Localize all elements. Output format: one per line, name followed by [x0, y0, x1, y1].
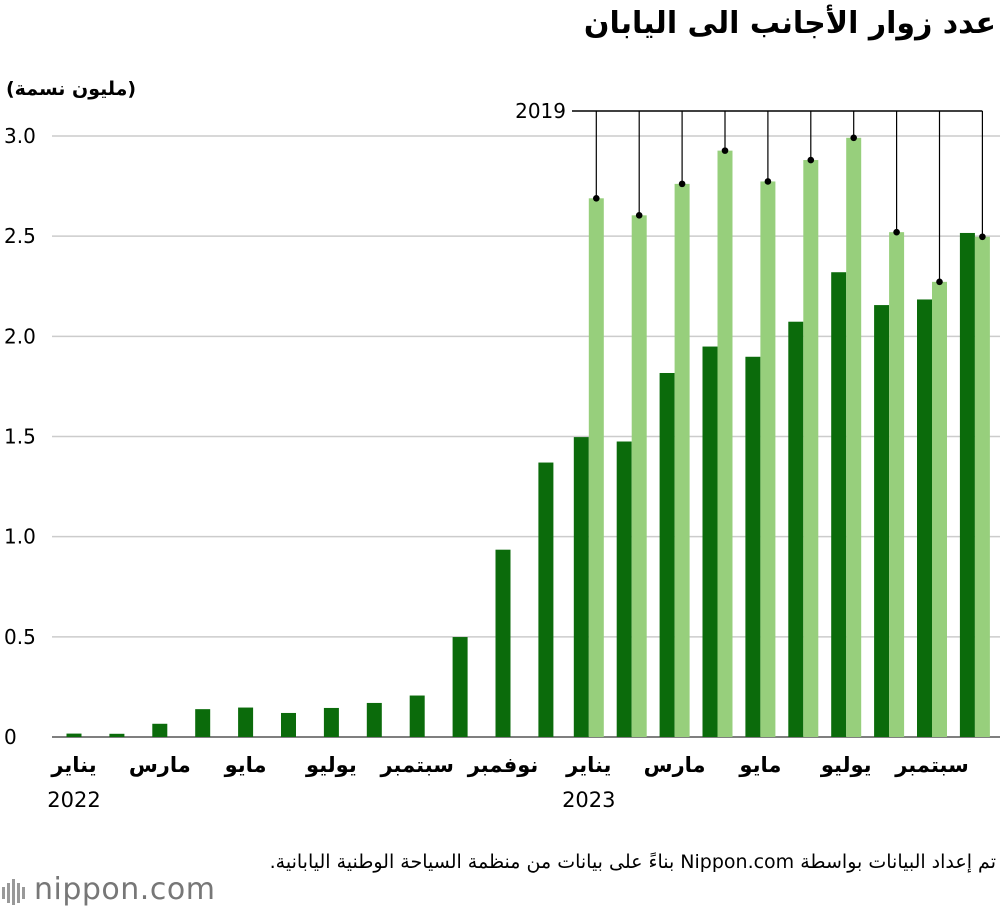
logo-text: nippon.com — [34, 872, 216, 907]
bar-2019 — [674, 183, 690, 738]
bar-2022-2023 — [152, 723, 168, 737]
bar-2022-2023 — [538, 462, 554, 737]
bracket-dot — [593, 195, 600, 202]
x-tick-label: مارس — [644, 753, 706, 777]
x-tick-label: يوليو — [305, 753, 357, 777]
bar-2019 — [588, 198, 604, 738]
bar-2022-2023 — [109, 733, 125, 737]
chart-title: عدد زوار الأجانب الى اليابان — [583, 6, 996, 41]
bar-2019 — [717, 150, 733, 737]
bars — [66, 137, 990, 738]
bar-2022-2023 — [959, 232, 975, 737]
y-axis-unit-label: (مليون نسمة) — [6, 78, 137, 100]
bracket-dot — [893, 228, 900, 236]
x-tick-label: يوليو — [820, 753, 872, 777]
x-year-label: 2023 — [562, 788, 615, 812]
bar-2019 — [803, 160, 819, 738]
bracket-dot — [807, 156, 815, 164]
y-tick-label: 1.5 — [4, 425, 36, 449]
x-tick-label: مايو — [224, 753, 267, 777]
bar-2019 — [889, 232, 905, 737]
logo-mark-icon — [2, 878, 25, 905]
bar-2022-2023 — [66, 733, 82, 737]
bar-2022-2023 — [874, 305, 890, 737]
bar-2022-2023 — [409, 695, 425, 737]
bar-2022-2023 — [195, 709, 211, 737]
bar-2019 — [846, 137, 862, 738]
y-tick-label: 3.0 — [4, 124, 36, 148]
axis-labels: 0 0.5 1.0 1.5 2.0 2.5 3.0 يناير 2022 مارس مايو يولي… — [4, 124, 969, 812]
y-tick-label: 0.5 — [4, 625, 36, 649]
bar-2022-2023 — [659, 372, 675, 737]
bar-2019 — [760, 181, 776, 738]
bar-2022-2023 — [616, 441, 632, 737]
bar-2019 — [932, 281, 947, 737]
x-tick-label: نوفمبر — [467, 753, 539, 777]
bar-2022-2023 — [702, 346, 718, 737]
bar-2022-2023 — [788, 321, 804, 737]
bracket-dot — [850, 134, 857, 142]
source-note: تم إعداد البيانات بواسطة Nippon.com بناء… — [269, 851, 996, 873]
bracket-dot — [721, 147, 729, 154]
reference-2019-bracket: 2019 — [515, 99, 986, 286]
bracket-dot — [678, 180, 686, 188]
x-tick-label: يناير — [565, 753, 611, 777]
x-tick-label: مارس — [129, 753, 191, 777]
x-tick-label: سبتمبر — [379, 753, 454, 777]
bar-2019 — [631, 215, 647, 737]
nippon-logo[interactable]: nippon.com — [0, 872, 215, 907]
reference-year-label: 2019 — [515, 99, 566, 123]
bar-2022-2023 — [281, 712, 296, 737]
y-tick-label: 1.0 — [4, 525, 36, 549]
bracket-dot — [979, 233, 986, 241]
bar-2022-2023 — [366, 702, 382, 737]
bar-2022-2023 — [323, 707, 339, 737]
bar-2022-2023 — [495, 549, 511, 737]
y-tick-label: 2.5 — [4, 224, 36, 248]
x-tick-label: يناير — [50, 753, 96, 777]
x-year-label: 2022 — [47, 788, 100, 812]
bracket-dot — [936, 278, 943, 286]
x-tick-label: سبتمبر — [894, 753, 969, 777]
bar-2019 — [974, 236, 990, 737]
bar-2022-2023 — [573, 437, 589, 737]
bar-chart: 2019 0 0.5 1.0 1.5 2.0 2.5 3.0 يناير 2022 مارس ماي… — [4, 99, 1000, 812]
bar-2022-2023 — [831, 272, 847, 737]
bar-2022-2023 — [238, 707, 254, 737]
bar-2022-2023 — [917, 299, 932, 737]
y-tick-label: 2.0 — [4, 324, 36, 348]
bracket-dot — [764, 178, 772, 185]
bracket-dot — [635, 212, 643, 219]
bar-2022-2023 — [452, 637, 468, 737]
y-tick-label: 0 — [4, 725, 17, 749]
bar-2022-2023 — [745, 356, 761, 737]
x-tick-label: مايو — [738, 753, 781, 777]
